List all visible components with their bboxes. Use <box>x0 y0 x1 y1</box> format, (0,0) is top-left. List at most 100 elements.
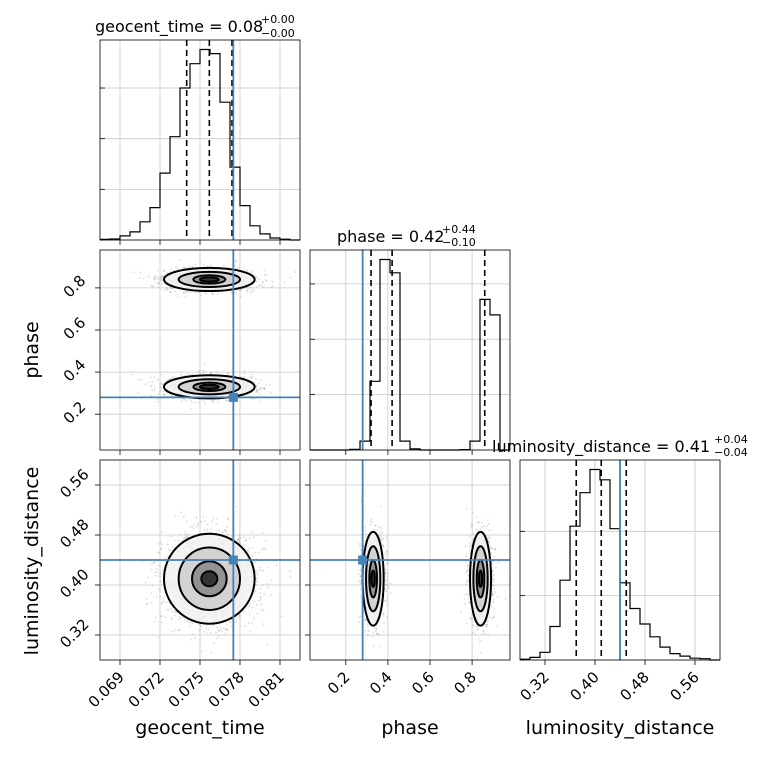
scatter-point <box>158 551 161 554</box>
scatter-point <box>238 266 241 269</box>
scatter-point <box>172 287 175 290</box>
scatter-point <box>160 621 163 623</box>
scatter-point <box>246 289 249 292</box>
xlabel-phase: phase <box>381 717 438 739</box>
scatter-point <box>196 522 199 524</box>
scatter-point <box>261 281 264 284</box>
scatter-point <box>155 568 158 570</box>
scatter-point <box>150 568 153 571</box>
hist-phase-frame <box>309 249 511 451</box>
scatter-point <box>240 376 243 378</box>
scatter-point <box>386 603 389 606</box>
scatter-point <box>253 600 256 603</box>
scatter-point <box>157 636 160 639</box>
scatter-point <box>364 526 366 529</box>
scatter-point <box>255 583 257 586</box>
scatter-point <box>160 531 163 533</box>
scatter-point <box>216 293 219 295</box>
scatter-point <box>157 282 160 285</box>
scatter-point <box>238 539 241 542</box>
scatter-point <box>199 369 202 372</box>
scatter-point <box>209 372 212 374</box>
scatter-point <box>255 385 258 387</box>
scatter-point <box>256 389 259 392</box>
scatter-point <box>289 576 292 578</box>
scatter-point <box>263 388 266 391</box>
scatter-point <box>159 580 162 583</box>
scatter-point <box>159 575 162 578</box>
scatter-point <box>151 584 154 587</box>
scatter-point <box>164 616 167 619</box>
scatter-point <box>262 623 265 625</box>
scatter-point <box>144 383 147 386</box>
scatter-point <box>255 389 258 392</box>
scatter-point <box>205 293 208 295</box>
scatter-point <box>168 536 171 538</box>
scatter-point <box>179 258 182 261</box>
scatter-point <box>289 570 291 573</box>
scatter-point <box>206 523 209 526</box>
scatter-point <box>187 373 189 375</box>
scatter-point <box>224 530 227 533</box>
scatter-point <box>219 629 222 632</box>
scatter-point <box>254 561 257 564</box>
scatter-point <box>249 630 252 633</box>
scatter-point <box>254 590 257 593</box>
scatter-point <box>466 570 468 573</box>
scatter-point <box>185 399 187 402</box>
scatter-point <box>263 274 266 276</box>
scatter-point <box>165 392 168 395</box>
scatter-point <box>164 556 166 559</box>
scatter-point <box>212 517 215 520</box>
scatter-point <box>189 399 192 402</box>
scatter-point <box>491 576 494 579</box>
scatter-point <box>235 619 238 622</box>
hist-geocent-time-step <box>100 48 300 241</box>
scatter-point <box>255 276 258 279</box>
scatter-point <box>159 386 162 389</box>
scatter-point <box>259 393 262 395</box>
scatter-point <box>261 531 264 534</box>
scatter-point <box>469 618 472 620</box>
scatter-point <box>258 388 261 391</box>
scatter-point <box>162 600 165 603</box>
scatter-point <box>236 538 239 541</box>
scatter-point <box>153 387 156 390</box>
scatter-point <box>266 644 269 646</box>
scatter-point <box>160 279 163 281</box>
scatter-point <box>157 400 159 403</box>
scatter-point <box>159 589 161 592</box>
scatter-point <box>229 621 232 624</box>
panel-geocent-time-vs-luminosity-distance-content <box>100 460 300 660</box>
scatter-point <box>147 275 150 278</box>
scatter-point <box>255 577 258 579</box>
scatter-point <box>192 633 195 636</box>
scatter-point <box>251 606 253 609</box>
scatter-point <box>157 286 160 288</box>
scatter-point <box>153 376 156 379</box>
scatter-point <box>161 278 164 280</box>
scatter-point <box>254 551 257 554</box>
scatter-point <box>206 528 209 531</box>
scatter-point <box>138 277 141 279</box>
scatter-point <box>217 635 220 637</box>
scatter-point <box>182 292 185 295</box>
scatter-point <box>191 265 194 268</box>
truth-marker <box>228 392 238 402</box>
scatter-point <box>177 629 180 632</box>
scatter-point <box>254 590 256 593</box>
scatter-point <box>226 628 229 631</box>
scatter-point <box>259 387 262 389</box>
scatter-point <box>249 376 252 379</box>
scatter-point <box>244 625 247 627</box>
scatter-point <box>256 580 259 583</box>
scatter-point <box>169 270 172 273</box>
scatter-point <box>255 378 257 380</box>
scatter-point <box>467 579 470 582</box>
scatter-point <box>227 517 229 519</box>
scatter-point <box>243 376 245 379</box>
scatter-point <box>258 278 261 280</box>
scatter-point <box>248 547 251 549</box>
scatter-point <box>160 373 163 376</box>
scatter-point <box>263 548 265 551</box>
